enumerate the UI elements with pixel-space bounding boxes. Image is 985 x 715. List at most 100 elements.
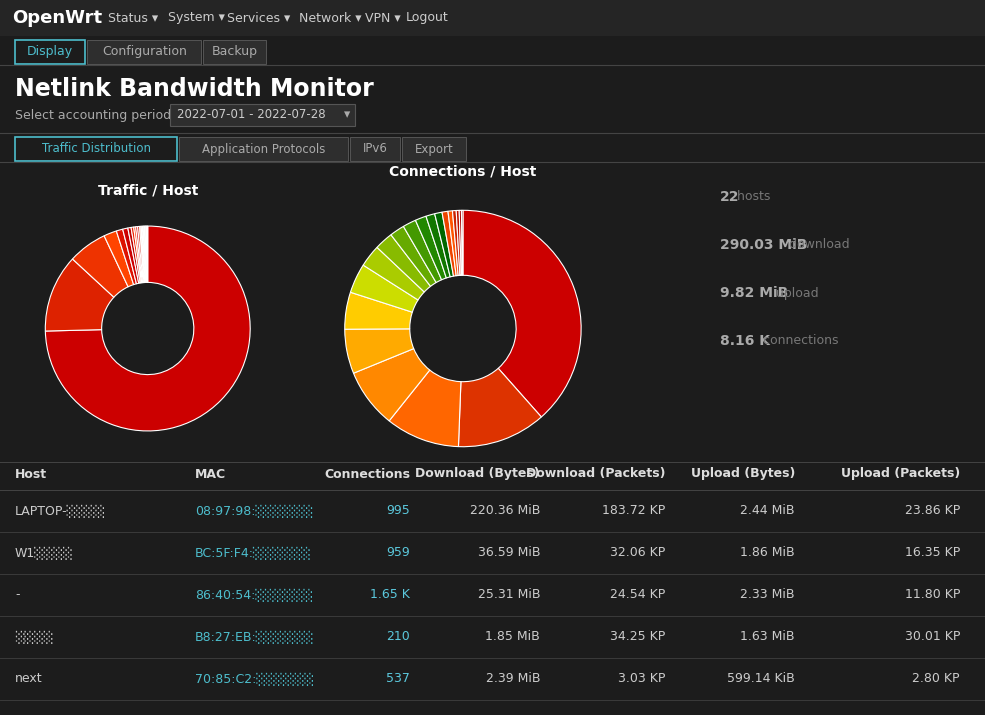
Text: 8.16 K: 8.16 K [720, 334, 770, 348]
Text: 183.72 KP: 183.72 KP [602, 505, 665, 518]
Bar [350, 137, 400, 161]
Text: ▾: ▾ [344, 109, 350, 122]
Wedge shape [143, 226, 146, 282]
Text: 599.14 KiB: 599.14 KiB [727, 673, 795, 686]
Text: Display: Display [28, 46, 73, 59]
Text: 2.39 MiB: 2.39 MiB [486, 673, 540, 686]
Text: Configuration: Configuration [101, 46, 186, 59]
Text: Export: Export [415, 142, 453, 155]
Wedge shape [146, 226, 147, 282]
Wedge shape [143, 226, 146, 282]
Text: 1.86 MiB: 1.86 MiB [741, 546, 795, 560]
Wedge shape [351, 265, 418, 312]
Wedge shape [458, 368, 542, 447]
Text: 86:40:54:░░░░░░: 86:40:54:░░░░░░ [195, 588, 313, 601]
Text: 2.33 MiB: 2.33 MiB [741, 588, 795, 601]
Title: Traffic / Host: Traffic / Host [98, 184, 198, 198]
Bar [402, 137, 466, 161]
Wedge shape [426, 214, 450, 278]
Text: Upload (Bytes): Upload (Bytes) [690, 468, 795, 480]
Wedge shape [116, 230, 137, 285]
Text: 16.35 KP: 16.35 KP [905, 546, 960, 560]
Text: 30.01 KP: 30.01 KP [904, 631, 960, 644]
Wedge shape [138, 227, 144, 282]
Wedge shape [404, 220, 441, 282]
Text: next: next [15, 673, 42, 686]
Text: LAPTOP-░░░░: LAPTOP-░░░░ [15, 504, 106, 518]
Wedge shape [128, 227, 140, 283]
Text: 2022-07-01 - 2022-07-28: 2022-07-01 - 2022-07-28 [177, 109, 326, 122]
Wedge shape [145, 226, 147, 282]
Text: BC:5F:F4:░░░░░░: BC:5F:F4:░░░░░░ [195, 546, 311, 560]
Text: W1░░░░: W1░░░░ [15, 546, 74, 560]
Text: 959: 959 [386, 546, 410, 560]
Wedge shape [141, 226, 145, 282]
Text: Download (Packets): Download (Packets) [526, 468, 665, 480]
Wedge shape [104, 231, 134, 287]
Text: 2.44 MiB: 2.44 MiB [741, 505, 795, 518]
Text: Host: Host [15, 468, 47, 480]
Text: Download (Bytes): Download (Bytes) [416, 468, 540, 480]
Wedge shape [442, 211, 456, 276]
Text: 22: 22 [720, 190, 740, 204]
Text: 210: 210 [386, 631, 410, 644]
Bar [88, 40, 201, 64]
Text: Services ▾: Services ▾ [228, 11, 291, 24]
Text: 290.03 MiB: 290.03 MiB [720, 238, 808, 252]
Wedge shape [345, 329, 414, 373]
Wedge shape [145, 226, 147, 282]
Text: 24.54 KP: 24.54 KP [610, 588, 665, 601]
Text: 34.25 KP: 34.25 KP [610, 631, 665, 644]
Wedge shape [142, 226, 146, 282]
Text: 08:97:98:░░░░░░: 08:97:98:░░░░░░ [195, 504, 313, 518]
Text: Status ▾: Status ▾ [108, 11, 159, 24]
Wedge shape [459, 210, 462, 275]
Text: System ▾: System ▾ [167, 11, 225, 24]
Text: connections: connections [759, 335, 838, 347]
Text: upload: upload [772, 287, 819, 300]
Wedge shape [377, 235, 430, 292]
Text: 25.31 MiB: 25.31 MiB [478, 588, 540, 601]
Text: hosts: hosts [733, 190, 770, 204]
Wedge shape [389, 370, 461, 447]
Text: Netlink Bandwidth Monitor: Netlink Bandwidth Monitor [15, 77, 373, 101]
Wedge shape [73, 236, 128, 297]
Text: Connections: Connections [324, 468, 410, 480]
Wedge shape [463, 210, 581, 417]
Wedge shape [354, 349, 429, 421]
Text: 1.85 MiB: 1.85 MiB [486, 631, 540, 644]
Text: 3.03 KP: 3.03 KP [618, 673, 665, 686]
Wedge shape [45, 259, 114, 331]
Text: Traffic Distribution: Traffic Distribution [41, 142, 151, 155]
Bar [15, 137, 177, 161]
Wedge shape [416, 216, 446, 280]
Wedge shape [123, 228, 139, 284]
Text: 220.36 MiB: 220.36 MiB [470, 505, 540, 518]
Text: 70:85:C2:░░░░░░: 70:85:C2:░░░░░░ [195, 672, 314, 686]
Text: ░░░░: ░░░░ [15, 631, 53, 644]
Wedge shape [391, 227, 436, 286]
Text: 2.80 KP: 2.80 KP [912, 673, 960, 686]
Text: Logout: Logout [406, 11, 449, 24]
Text: -: - [15, 588, 20, 601]
Wedge shape [45, 226, 250, 431]
Wedge shape [456, 210, 461, 275]
Bar [170, 104, 355, 126]
Wedge shape [147, 226, 148, 282]
Wedge shape [144, 226, 146, 282]
Text: 36.59 MiB: 36.59 MiB [478, 546, 540, 560]
Text: OpenWrt: OpenWrt [12, 9, 102, 27]
Wedge shape [461, 210, 463, 275]
Text: download: download [785, 239, 850, 252]
Text: Select accounting period:: Select accounting period: [15, 109, 175, 122]
Wedge shape [131, 227, 142, 283]
Text: IPv6: IPv6 [362, 142, 387, 155]
Text: 11.80 KP: 11.80 KP [904, 588, 960, 601]
Wedge shape [452, 210, 460, 275]
Bar [15, 40, 86, 64]
Text: 537: 537 [386, 673, 410, 686]
Text: 1.65 K: 1.65 K [370, 588, 410, 601]
Bar [203, 40, 266, 64]
Text: Network ▾: Network ▾ [299, 11, 361, 24]
Bar [179, 137, 348, 161]
